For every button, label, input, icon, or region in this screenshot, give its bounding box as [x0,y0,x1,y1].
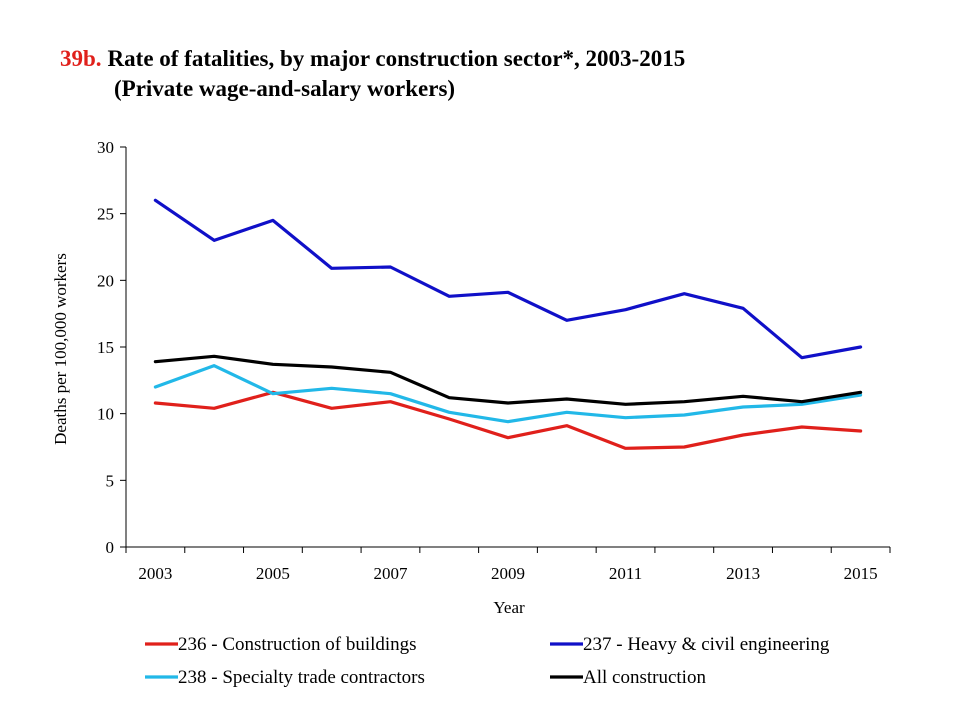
title-line2: (Private wage-and-salary workers) [114,76,456,101]
x-tick-label: 2015 [844,564,878,583]
series-line [153,198,863,360]
legend-label: All construction [583,667,706,688]
y-axis-label: Deaths per 100,000 workers [51,253,70,445]
x-tick-label: 2007 [373,564,408,583]
x-tick-label: 2003 [138,564,172,583]
y-tick-label: 20 [97,271,114,290]
y-tick-label: 25 [97,205,114,224]
y-tick-label: 10 [97,405,114,424]
legend-label: 237 - Heavy & civil engineering [583,634,830,655]
x-tick-label: 2013 [726,564,760,583]
chart-title: 39b. Rate of fatalities, by major constru… [60,44,685,104]
x-tick-label: 2011 [609,564,642,583]
axes: 0 5 10 15 20 25 30 2003 2005 2007 2009 2011 2013 2015 [97,138,891,583]
x-tick-label: 2009 [491,564,525,583]
y-tick-label: 30 [97,138,114,157]
y-tick-label: 5 [106,471,115,490]
x-tick-label: 2005 [256,564,290,583]
series-line [153,354,863,406]
y-tick-label: 0 [106,538,115,557]
legend-label: 238 - Specialty trade contractors [178,667,425,688]
legend: 236 - Construction of buildings 237 - Hea… [145,634,830,688]
series-line [153,364,863,424]
title-number: 39b. [60,46,102,71]
legend-label: 236 - Construction of buildings [178,634,417,655]
y-tick-label: 15 [97,338,114,357]
series-lines [153,198,863,450]
x-axis-label: Year [493,598,525,617]
title-line1: Rate of fatalities, by major constructio… [107,46,686,71]
